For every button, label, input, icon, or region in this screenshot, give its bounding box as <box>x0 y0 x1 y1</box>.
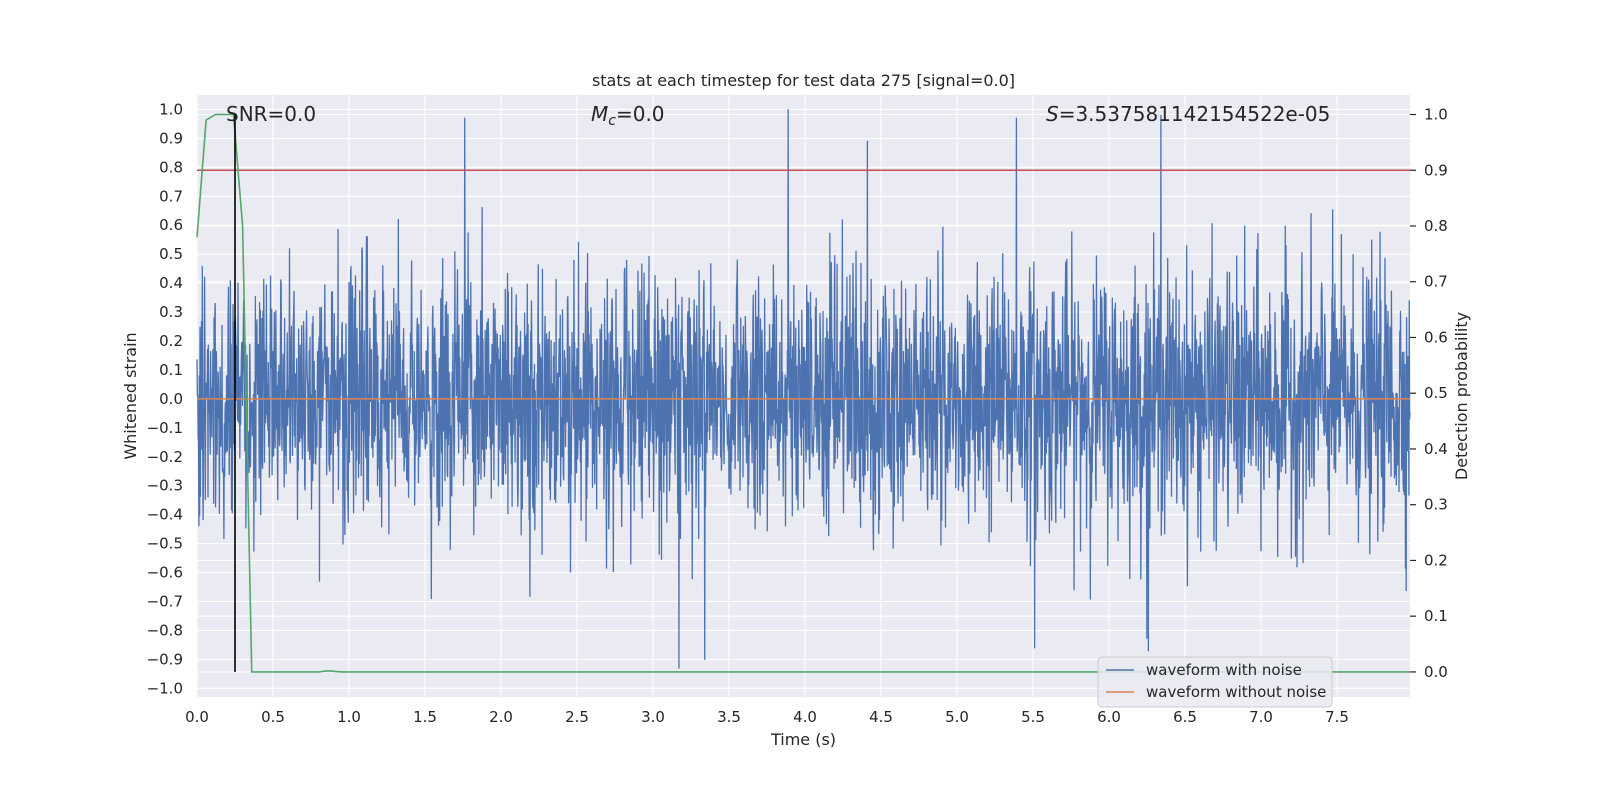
mc-symbol: M <box>591 102 608 126</box>
chart-title: stats at each timestep for test data 275… <box>592 71 1015 90</box>
y-tick-label: −0.7 <box>147 592 183 610</box>
y-tick-label: 0.8 <box>159 158 183 176</box>
x-tick-label: 0.0 <box>185 708 209 726</box>
x-tick-label: 7.0 <box>1249 708 1273 726</box>
waveform-with-noise-series <box>196 108 1411 669</box>
y-tick-label-right: 0.7 <box>1424 273 1448 291</box>
waveform-with-noise-line <box>196 108 1411 669</box>
x-tick-label: 2.0 <box>489 708 513 726</box>
x-tick-label: 3.0 <box>641 708 665 726</box>
x-tick-label: 6.0 <box>1097 708 1121 726</box>
y-tick-label-right: 1.0 <box>1424 106 1448 124</box>
y-tick-label-right: 0.1 <box>1424 607 1448 625</box>
y-tick-label: −1.0 <box>147 679 183 697</box>
y-tick-label: −0.1 <box>147 419 183 437</box>
y-tick-label-right: 0.5 <box>1424 384 1448 402</box>
y-axis-label-right: Detection probability <box>1452 312 1471 480</box>
y-tick-label: 0.9 <box>159 129 183 147</box>
x-tick-label: 4.0 <box>793 708 817 726</box>
y-tick-label: 0.3 <box>159 303 183 321</box>
y-tick-label: −0.6 <box>147 564 183 582</box>
x-tick-label: 0.5 <box>261 708 285 726</box>
legend: waveform with noise waveform without noi… <box>1097 656 1333 708</box>
y-tick-label-right: 0.9 <box>1424 161 1448 179</box>
y-tick-label-right: 0.2 <box>1424 551 1448 569</box>
y-tick-label-right: 0.8 <box>1424 217 1448 235</box>
mc-value: =0.0 <box>616 102 665 126</box>
y-tick-label: 1.0 <box>159 100 183 118</box>
legend-label-waveform-without-noise: waveform without noise <box>1146 683 1326 701</box>
y-tick-label: 0.1 <box>159 361 183 379</box>
axes: 0.0 0.5 1.0 1.5 2.0 2.5 3.0 3.5 4.0 4.5 5.0 5.5 6.0 6… <box>147 100 1448 726</box>
x-tick-label: 5.0 <box>945 708 969 726</box>
x-tick-label: 1.0 <box>337 708 361 726</box>
chirp-mass-annotation: Mc=0.0 <box>591 102 665 129</box>
y-tick-label: 0.6 <box>159 216 183 234</box>
y-tick-label: 0.0 <box>159 390 183 408</box>
y-tick-label: −0.4 <box>147 506 183 524</box>
x-axis-label: Time (s) <box>770 730 836 749</box>
legend-label-waveform-with-noise: waveform with noise <box>1146 661 1302 679</box>
y-tick-label: 0.7 <box>159 187 183 205</box>
y-tick-label: −0.3 <box>147 477 183 495</box>
x-tick-label: 3.5 <box>717 708 741 726</box>
statistic-annotation: S=3.537581142154522e-05 <box>1046 102 1330 126</box>
overlay-lines <box>196 113 1410 673</box>
s-value: =3.537581142154522e-05 <box>1059 102 1331 126</box>
x-tick-label: 2.5 <box>565 708 589 726</box>
y-tick-label-right: 0.6 <box>1424 328 1448 346</box>
snr-annotation: SNR=0.0 <box>226 102 316 126</box>
x-tick-label: 4.5 <box>869 708 893 726</box>
s-symbol: S <box>1046 102 1059 126</box>
y-tick-label: 0.5 <box>159 245 183 263</box>
y-tick-label-right: 0.3 <box>1424 496 1448 514</box>
y-tick-label: −0.9 <box>147 650 183 668</box>
y-tick-label: 0.4 <box>159 274 183 292</box>
y-tick-label: −0.2 <box>147 448 183 466</box>
y-tick-label-right: 0.4 <box>1424 440 1448 458</box>
detection-probability-line <box>196 113 1410 673</box>
y-tick-label: 0.2 <box>159 332 183 350</box>
x-tick-label: 5.5 <box>1021 708 1045 726</box>
x-tick-label: 6.5 <box>1173 708 1197 726</box>
x-tick-label: 1.5 <box>413 708 437 726</box>
legend-box <box>1097 656 1333 708</box>
mc-subscript: c <box>608 113 616 129</box>
y-tick-label: −0.8 <box>147 621 183 639</box>
y-tick-label: −0.5 <box>147 535 183 553</box>
y-axis-label-left: Whitened strain <box>121 332 140 459</box>
y-tick-label-right: 0.0 <box>1424 663 1448 681</box>
x-tick-label: 7.5 <box>1325 708 1349 726</box>
